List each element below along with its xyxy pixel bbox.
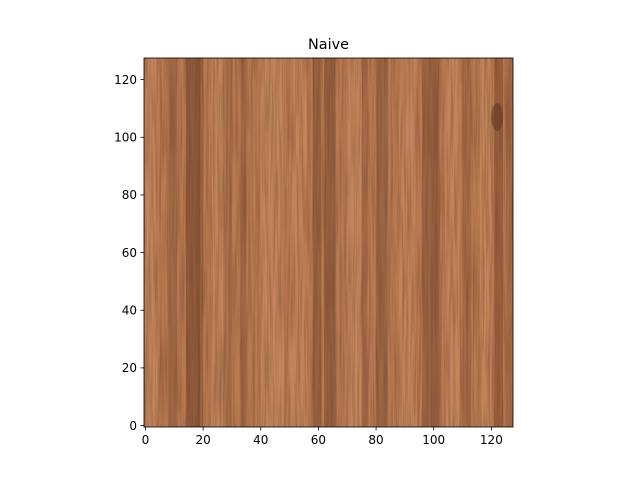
x-axis: 0 20 40 60 80 100 120 (142, 427, 503, 447)
plot-area (144, 58, 513, 427)
y-tick-label: 20 (122, 361, 137, 375)
x-tick-label: 60 (311, 433, 326, 447)
y-tick-label: 100 (114, 130, 137, 144)
x-tick-label: 0 (142, 433, 150, 447)
y-tick-label: 120 (114, 73, 137, 87)
chart-title: Naive (308, 37, 349, 53)
x-tick-label: 80 (368, 433, 383, 447)
x-tick-label: 20 (195, 433, 210, 447)
y-tick-label: 0 (129, 419, 137, 433)
y-tick-label: 80 (122, 188, 137, 202)
y-axis: 0 20 40 60 80 100 120 (114, 73, 144, 433)
x-tick-label: 40 (253, 433, 268, 447)
y-tick-label: 40 (122, 303, 137, 317)
x-tick-label: 120 (480, 433, 503, 447)
axes-frame (143, 57, 514, 428)
y-tick-label: 60 (122, 246, 137, 260)
x-tick-label: 100 (422, 433, 445, 447)
grain-noise-overlay (144, 58, 513, 427)
